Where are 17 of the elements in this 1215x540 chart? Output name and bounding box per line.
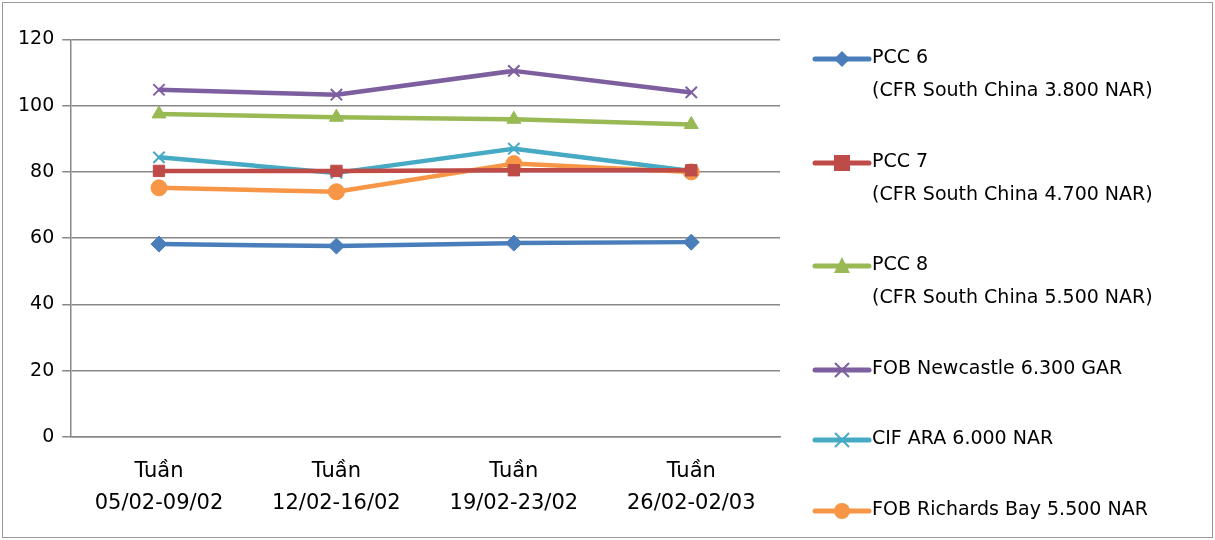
y-tick-label: 0 (42, 423, 55, 446)
legend-label: FOB Richards Bay 5.500 NAR (872, 495, 1148, 521)
y-tick-label: 20 (30, 357, 55, 380)
y-tick-label: 60 (30, 225, 55, 248)
legend-label: PCC 6 (CFR South China 3.800 NAR) (872, 44, 1153, 102)
x-tick-label: Tuần 05/02-09/02 (94, 457, 224, 515)
x-tick-label: Tuần 19/02-23/02 (449, 457, 579, 515)
x-tick-label: Tuần 26/02-02/03 (626, 457, 756, 515)
y-tick-label: 100 (18, 92, 55, 115)
legend-label: CIF ARA 6.000 NAR (872, 425, 1054, 451)
y-tick-label: 40 (30, 291, 55, 314)
legend-label: FOB Newcastle 6.300 GAR (872, 354, 1123, 380)
y-tick-label: 80 (30, 158, 55, 181)
x-tick-label: Tuần 12/02-16/02 (272, 457, 401, 515)
legend-label: PCC 7 (CFR South China 4.700 NAR) (872, 147, 1153, 206)
y-tick-label: 120 (18, 26, 55, 49)
legend-label: PCC 8 (CFR South China 5.500 NAR) (872, 251, 1153, 310)
